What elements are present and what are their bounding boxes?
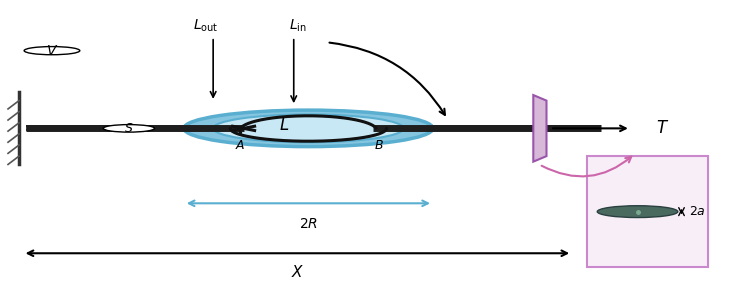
Text: $2R$: $2R$ <box>299 217 318 231</box>
Bar <box>26 130 601 131</box>
Text: V: V <box>47 44 57 58</box>
Ellipse shape <box>213 114 404 142</box>
Text: L: L <box>280 116 289 134</box>
Text: T: T <box>656 119 666 137</box>
Text: $X$: $X$ <box>291 264 304 280</box>
Ellipse shape <box>184 110 433 147</box>
Ellipse shape <box>24 47 80 55</box>
Bar <box>26 125 601 131</box>
Ellipse shape <box>597 206 677 218</box>
Text: S: S <box>125 122 133 135</box>
Text: $L_\mathrm{in}$: $L_\mathrm{in}$ <box>288 18 306 34</box>
Bar <box>586 156 708 267</box>
Text: $2a$: $2a$ <box>688 205 705 218</box>
Bar <box>26 128 601 129</box>
Ellipse shape <box>103 125 155 132</box>
Polygon shape <box>534 95 547 162</box>
Text: A: A <box>236 139 244 153</box>
Text: B: B <box>374 139 383 153</box>
Text: $L_\mathrm{out}$: $L_\mathrm{out}$ <box>193 18 219 34</box>
